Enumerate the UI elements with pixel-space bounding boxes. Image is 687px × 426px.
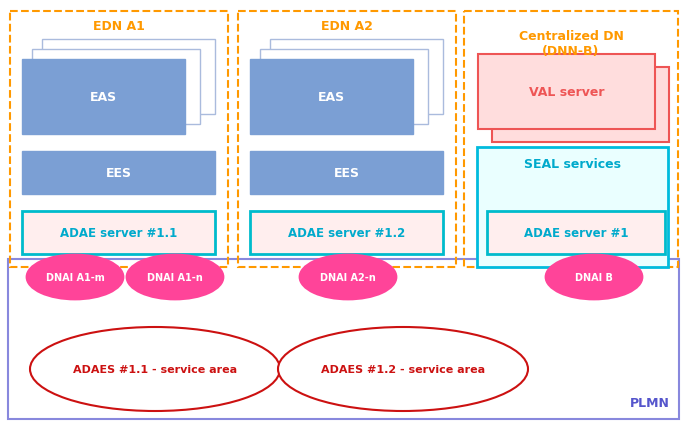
- Text: ADAE server #1: ADAE server #1: [523, 227, 628, 239]
- Text: EAS: EAS: [90, 91, 117, 104]
- Bar: [477, 148, 668, 268]
- Bar: [270, 40, 443, 115]
- Bar: [260, 50, 428, 125]
- Ellipse shape: [27, 256, 123, 299]
- Text: SEAL services: SEAL services: [524, 157, 621, 170]
- Text: EDN A2: EDN A2: [321, 20, 373, 32]
- Text: DNAI B: DNAI B: [575, 272, 613, 282]
- Text: DNAI A1-n: DNAI A1-n: [147, 272, 203, 282]
- Text: PLMN: PLMN: [630, 396, 670, 409]
- Bar: [487, 211, 665, 254]
- Text: ADAES #1.1 - service area: ADAES #1.1 - service area: [73, 364, 237, 374]
- Text: VAL server: VAL server: [529, 86, 605, 99]
- Text: DNAI A2-n: DNAI A2-n: [320, 272, 376, 282]
- Bar: [478, 55, 655, 130]
- Ellipse shape: [278, 327, 528, 411]
- Bar: [22, 152, 215, 195]
- Ellipse shape: [300, 256, 396, 299]
- Ellipse shape: [127, 256, 223, 299]
- Bar: [464, 12, 678, 268]
- Bar: [250, 211, 443, 254]
- Bar: [8, 259, 679, 419]
- Text: Centralized DN
(DNN-B): Centralized DN (DNN-B): [519, 30, 623, 58]
- Text: ADAE server #1.2: ADAE server #1.2: [288, 227, 405, 239]
- Text: EAS: EAS: [318, 91, 345, 104]
- Bar: [250, 152, 443, 195]
- Text: ADAE server #1.1: ADAE server #1.1: [60, 227, 177, 239]
- Bar: [238, 12, 456, 268]
- Bar: [250, 60, 413, 135]
- Bar: [42, 40, 215, 115]
- Text: ADAES #1.2 - service area: ADAES #1.2 - service area: [321, 364, 485, 374]
- Ellipse shape: [30, 327, 280, 411]
- Text: EDN A1: EDN A1: [93, 20, 145, 32]
- Bar: [32, 50, 200, 125]
- Bar: [492, 68, 669, 143]
- Text: DNAI A1-m: DNAI A1-m: [45, 272, 104, 282]
- Text: EES: EES: [333, 167, 359, 180]
- Bar: [10, 12, 228, 268]
- Bar: [22, 211, 215, 254]
- Text: EES: EES: [106, 167, 131, 180]
- Bar: [22, 60, 185, 135]
- Ellipse shape: [546, 256, 642, 299]
